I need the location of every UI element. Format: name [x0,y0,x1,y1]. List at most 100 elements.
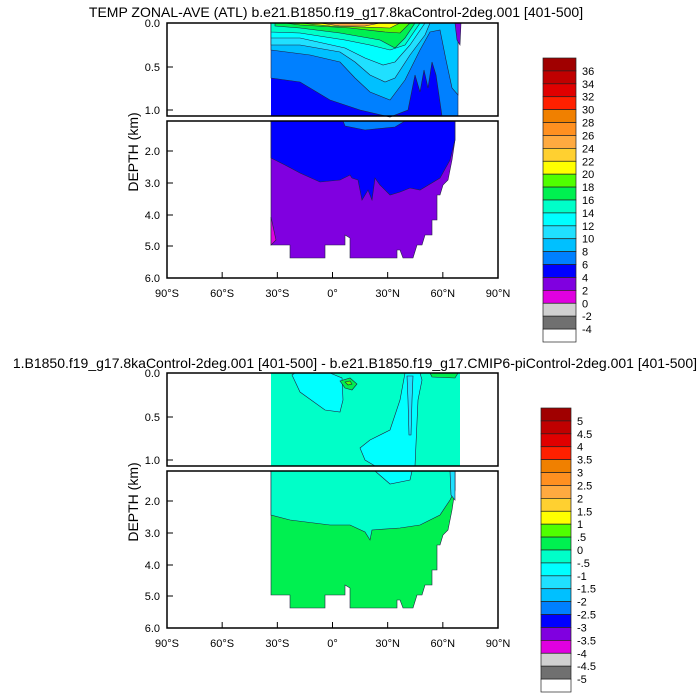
y-tick-label: 4.0 [145,210,160,222]
colorbar-label: 16 [582,195,594,207]
colorbar-box [540,407,572,422]
colorbar-box [542,290,577,304]
colorbar-box [542,264,577,278]
colorbar-box [540,627,572,641]
colorbar-label: .5 [577,532,586,544]
y-tick-label: 0.5 [145,412,160,424]
colorbar-box [540,510,572,525]
colorbar-box [542,199,577,214]
colorbar-box [540,640,572,654]
colorbar-box [540,601,572,615]
colorbar-box [540,433,572,448]
colorbar-box [540,536,572,551]
colorbar-label: 18 [582,182,594,194]
x-tick-label: 60°S [210,288,234,300]
colorbar-label: 20 [582,169,594,181]
y-tick-label: 2.0 [145,146,160,158]
y-axis-label: DEPTH (km) [125,462,141,541]
x-tick-label: 30°S [265,288,289,300]
colorbar-label: 30 [582,105,594,117]
x-tick-label: 30°S [265,638,289,650]
plot-top: TEMP ZONAL-AVE (ATL) b.e21.B1850.f19_g17… [89,4,583,259]
x-tick-label: 0° [327,288,338,300]
colorbar-label: 4 [577,442,583,454]
colorbar-box [540,665,572,680]
y-tick-label: 2.0 [145,496,160,508]
colorbar-label: -4 [577,648,587,660]
colorbar-label: 5 [577,416,583,428]
colorbar-label: 1.5 [577,506,592,518]
colorbar-label: 4 [582,272,588,284]
x-tick-label: 60°N [431,638,456,650]
colorbar-label: -4 [582,324,592,336]
colorbar-box [542,212,577,227]
plot-title: TEMP ZONAL-AVE (ATL) b.e21.B1850.f19_g17… [89,4,583,20]
colorbar-box [542,302,577,317]
contour-neg0.5-0 [359,372,423,467]
colorbar-label: -3.5 [577,635,596,647]
upper-panel-frame [166,372,499,467]
x-tick-label: 90°N [486,288,511,300]
colorbar-label: 1 [577,519,583,531]
contour-fill-upper [271,372,460,467]
colorbar-box [540,485,572,499]
y-tick-label: 3.0 [145,178,160,190]
colorbar-label: 14 [582,208,594,220]
plot-title: 1.B1850.f19_g17.8kaControl-2deg.001 [401… [13,355,697,371]
colorbar-box [542,315,577,330]
colorbar-box [542,186,577,201]
axes: 90°S 60°S 30°S 0° 30°N 60°N 90°N 0.0 0.5 1.0 2.0 3.… [125,18,510,650]
colorbar-box [542,225,577,240]
colorbar-box [540,678,572,693]
colorbar-box [540,614,572,628]
y-tick-label: 1.0 [145,455,160,467]
colorbar-label: 2.5 [577,480,592,492]
contour-1-1.5 [344,380,353,386]
y-tick-label: 4.0 [145,560,160,572]
colorbar-label: -1 [577,571,587,583]
colorbar-box [542,148,577,162]
colorbar-box [542,251,577,265]
colorbar-label: 4.5 [577,429,592,441]
y-tick-label: 5.0 [145,591,160,603]
colorbar-box [542,83,577,98]
colorbar-box [540,498,572,512]
colorbar-box [542,173,577,188]
upper-panel-frame [166,22,499,117]
y-tick-label: 1.0 [145,105,160,117]
colorbar-label: 10 [582,234,594,246]
colorbar-box [542,96,577,110]
colorbar-label: 12 [582,221,594,233]
contour-fill-upper [270,22,462,118]
x-tick-label: 0° [327,638,338,650]
colorbar-box [542,109,577,123]
x-tick-label: 60°N [431,288,456,300]
colorbar-label: 28 [582,118,594,130]
colorbar-label: 6 [582,260,588,272]
colorbar-label: -.5 [577,558,590,570]
contour-fill-lower [270,120,456,259]
x-tick-label: 60°S [210,638,234,650]
colorbar-label: 36 [582,66,594,78]
colorbar-box [540,459,572,473]
colorbars: 363432302826242220181614121086420-2-454.… [540,57,596,693]
colorbar-box [542,238,577,252]
colorbar-box [540,472,572,486]
contour-neg1-neg0.5 [406,375,414,436]
colorbar-label: 32 [582,92,594,104]
x-tick-label: 90°S [155,638,179,650]
colorbar-box [540,420,572,435]
colorbar-box [542,70,577,85]
colorbar-label: 0 [577,545,583,557]
colorbar-box [542,57,577,72]
x-tick-label: 30°N [375,288,400,300]
colorbar-label: 22 [582,156,594,168]
colorbar-label: -4.5 [577,661,596,673]
colorbar-label: 0 [582,298,588,310]
contour-fill-lower [270,470,456,609]
colorbar-label: 2 [577,493,583,505]
colorbar-box [542,135,577,149]
colorbar-box [540,562,572,577]
y-tick-label: 0.5 [145,62,160,74]
